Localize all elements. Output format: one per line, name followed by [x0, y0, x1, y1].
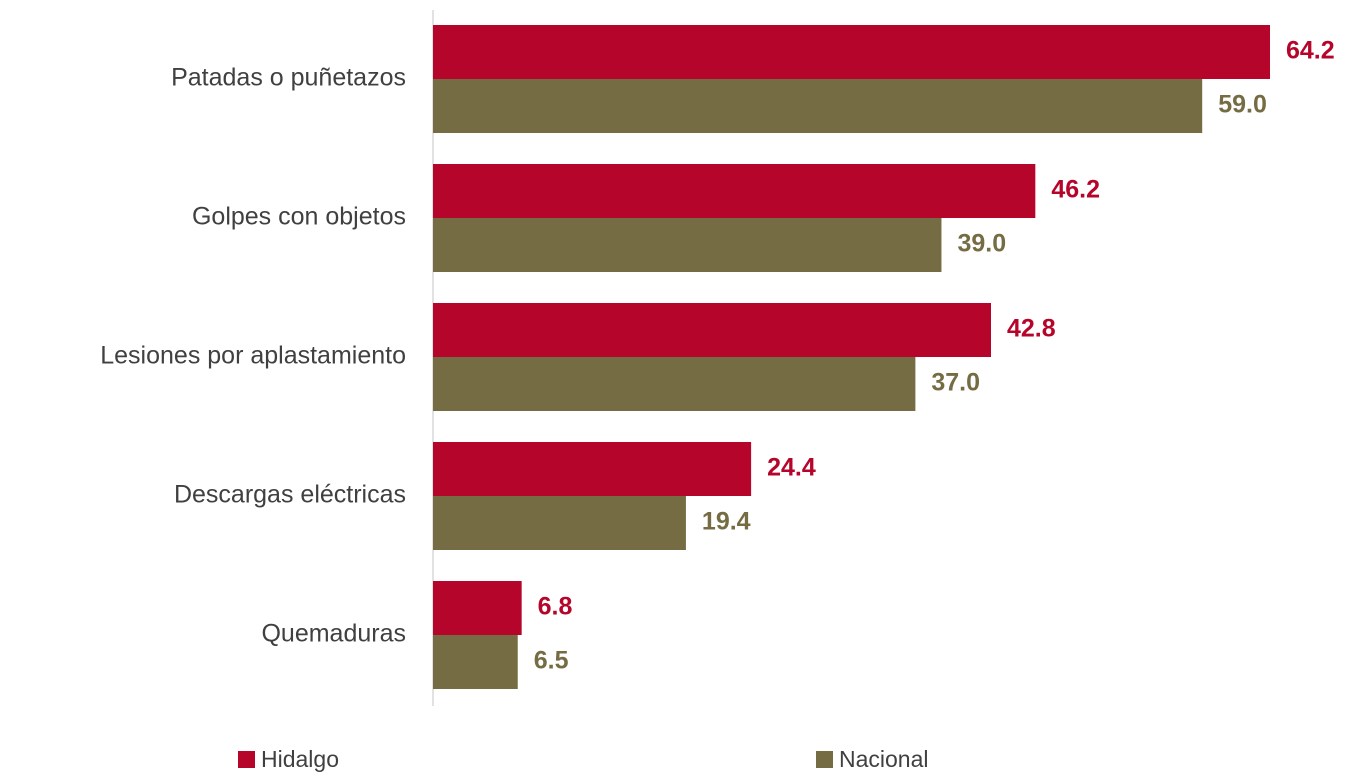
legend-swatch-hidalgo [238, 751, 255, 768]
value-label-hidalgo-golpes-con-objetos: 46.2 [1051, 176, 1100, 204]
category-label-patadas-o-punetazos: Patadas o puñetazos [171, 64, 406, 92]
legend-swatch-nacional [816, 751, 833, 768]
bar-nacional-quemaduras [433, 635, 518, 689]
category-label-descargas-electricas: Descargas eléctricas [174, 481, 406, 509]
value-label-nacional-descargas-electricas: 19.4 [702, 508, 751, 536]
bar-nacional-lesiones-por-aplastamiento [433, 357, 916, 411]
bar-hidalgo-descargas-electricas [433, 442, 752, 496]
bar-nacional-golpes-con-objetos [433, 218, 942, 272]
bar-hidalgo-patadas-o-punetazos [433, 25, 1270, 79]
value-label-nacional-lesiones-por-aplastamiento: 37.0 [931, 369, 980, 397]
category-label-quemaduras: Quemaduras [261, 620, 406, 648]
legend-nacional: Nacional [816, 746, 929, 773]
legend-label-nacional: Nacional [839, 746, 929, 772]
value-label-nacional-quemaduras: 6.5 [534, 647, 569, 675]
category-label-golpes-con-objetos: Golpes con objetos [192, 203, 406, 231]
category-label-lesiones-por-aplastamiento: Lesiones por aplastamiento [100, 342, 406, 370]
bar-hidalgo-quemaduras [433, 581, 522, 635]
bar-hidalgo-lesiones-por-aplastamiento [433, 303, 991, 357]
value-label-nacional-golpes-con-objetos: 39.0 [957, 230, 1006, 258]
value-label-hidalgo-lesiones-por-aplastamiento: 42.8 [1007, 315, 1056, 343]
value-label-hidalgo-descargas-electricas: 24.4 [767, 454, 816, 482]
legend-hidalgo: Hidalgo [238, 746, 339, 773]
legend-label-hidalgo: Hidalgo [261, 746, 339, 772]
value-label-hidalgo-patadas-o-punetazos: 64.2 [1286, 37, 1335, 65]
bar-nacional-descargas-electricas [433, 496, 686, 550]
bar-nacional-patadas-o-punetazos [433, 79, 1203, 133]
bar-hidalgo-golpes-con-objetos [433, 164, 1036, 218]
value-label-hidalgo-quemaduras: 6.8 [538, 593, 573, 621]
value-label-nacional-patadas-o-punetazos: 59.0 [1218, 91, 1267, 119]
